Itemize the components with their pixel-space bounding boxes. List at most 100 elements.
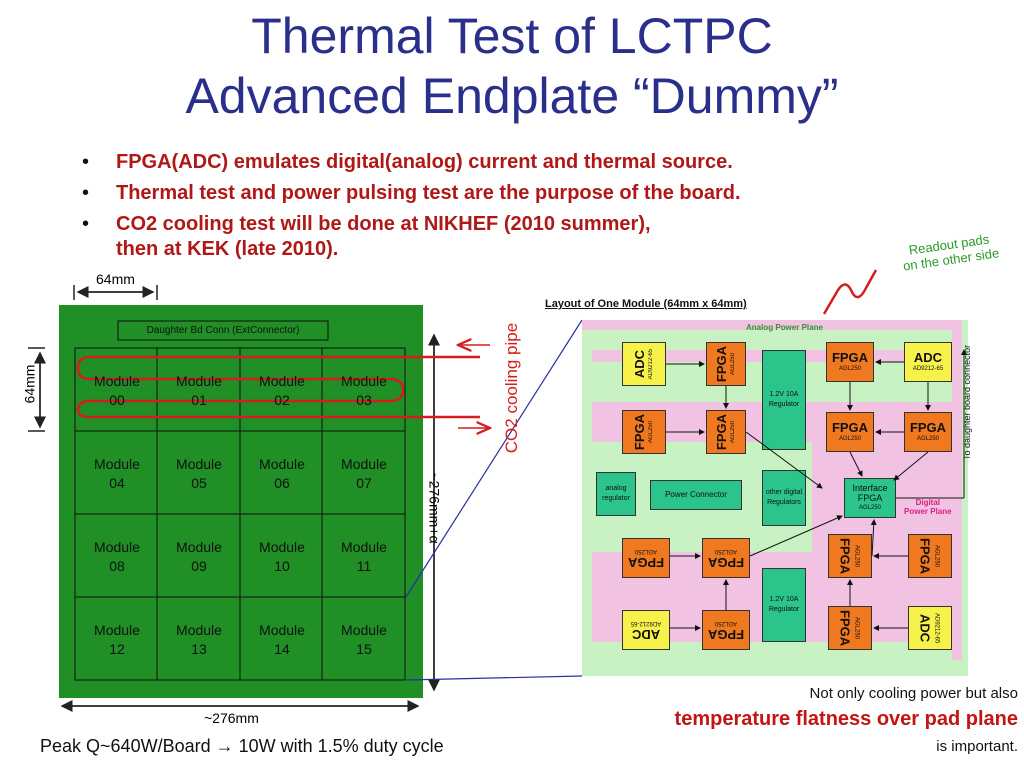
- interface-fpga-line-2: FPGA: [857, 493, 883, 503]
- module-number: 07: [356, 475, 372, 491]
- slide-title: Thermal Test of LCTPC Advanced Endplate …: [0, 6, 1024, 126]
- chip-label: FPGA: [837, 537, 853, 575]
- footer-note-line-1: Not only cooling power but also: [809, 685, 1018, 702]
- chip-label: FPGA: [831, 349, 869, 365]
- co2-pipe-label: CO2 cooling pipe: [502, 322, 521, 454]
- module-number: 10: [274, 558, 290, 574]
- chip-label: ADC: [917, 613, 933, 643]
- module-word: Module: [259, 373, 305, 389]
- module-layout-title: Layout of One Module (64mm x 64mm): [545, 298, 747, 310]
- module-word: Module: [341, 456, 387, 472]
- dimension-arrows: [28, 285, 440, 712]
- board-height-label: 64mm: [21, 364, 38, 404]
- interface-fpga-part: AGL250: [858, 505, 882, 511]
- chip-label: FPGA: [837, 609, 853, 647]
- signal-arrows: [666, 349, 967, 631]
- module-label: Module 08: [77, 538, 157, 576]
- module-layout-panel: Analog Power Plane Digital Power Plane A…: [582, 320, 968, 676]
- module-label: Module 13: [159, 621, 239, 659]
- module-label: Module 04: [77, 455, 157, 493]
- module-word: Module: [259, 622, 305, 638]
- digital-plane-line-1: Digital: [915, 498, 941, 507]
- bullet-list: • FPGA(ADC) emulates digital(analog) cur…: [82, 150, 982, 268]
- module-label: Module 00: [77, 372, 157, 410]
- bullet-dot: •: [82, 151, 90, 173]
- title-line-2: Advanced Endplate “Dummy”: [185, 68, 839, 124]
- other-regulators: other digital Regulators: [762, 470, 806, 526]
- module-label: Module 15: [324, 621, 404, 659]
- module-number: 13: [191, 641, 207, 657]
- bullet-text: FPGA(ADC) emulates digital(analog) curre…: [116, 151, 733, 173]
- daughter-board-connector: [117, 320, 329, 341]
- regulator-block: 1.2V 10A Regulator: [762, 568, 806, 642]
- module-number: 01: [191, 392, 207, 408]
- fpga-chip: FPGA AGL250: [622, 410, 666, 454]
- module-word: Module: [176, 622, 222, 638]
- module-label: Module 11: [324, 538, 404, 576]
- module-number: 12: [109, 641, 125, 657]
- fpga-chip: FPGA AGL250: [706, 342, 746, 386]
- bullet-text-continued: then at KEK (late 2010).: [116, 238, 339, 260]
- module-number: 00: [109, 392, 125, 408]
- adc-chip: ADC AD9212-65: [908, 606, 952, 650]
- chip-part: AGL250: [933, 544, 940, 568]
- bullet-item: • CO2 cooling test will be done at NIKHE…: [82, 212, 982, 262]
- endplate-board: [59, 305, 423, 698]
- zoom-line-bottom: [405, 675, 583, 681]
- module-word: Module: [341, 622, 387, 638]
- zoom-line-top: [405, 319, 583, 598]
- digital-plane-line-2: Power Plane: [904, 507, 952, 516]
- module-word: Module: [94, 622, 140, 638]
- connector-label: Daughter Bd Conn (ExtConnector): [146, 325, 300, 336]
- module-label: Module 09: [159, 538, 239, 576]
- chip-label: FPGA: [831, 419, 869, 435]
- module-number: 09: [191, 558, 207, 574]
- chip-label: FPGA: [917, 537, 933, 575]
- board-total-width-label: ~276mm: [204, 710, 259, 726]
- module-word: Module: [176, 539, 222, 555]
- fpga-chip: FPGA AGL250: [706, 410, 746, 454]
- module-word: Module: [259, 456, 305, 472]
- module-label: Module 12: [77, 621, 157, 659]
- fpga-chip: FPGA AGL250: [828, 534, 872, 578]
- bullet-item: • FPGA(ADC) emulates digital(analog) cur…: [82, 150, 982, 175]
- chip-part: AGL250: [853, 544, 860, 568]
- footer-note-line-3: is important.: [936, 738, 1018, 755]
- bullet-text: Thermal test and power pulsing test are …: [116, 182, 741, 204]
- chip-part: AGL250: [853, 616, 860, 640]
- module-word: Module: [259, 539, 305, 555]
- module-word: Module: [176, 456, 222, 472]
- fpga-chip: FPGA AGL250: [826, 412, 874, 452]
- module-label: Module 02: [242, 372, 322, 410]
- module-label: Module 07: [324, 455, 404, 493]
- regulator-block: 1.2V 10A Regulator: [762, 350, 806, 450]
- bullet-dot: •: [82, 182, 90, 204]
- adc-chip: ADC AD9212-65: [622, 342, 666, 386]
- module-word: Module: [341, 373, 387, 389]
- peak-power-note: Peak Q~640W/Board → 10W with 1.5% duty c…: [40, 736, 444, 756]
- module-label: Module 10: [242, 538, 322, 576]
- module-number: 15: [356, 641, 372, 657]
- digital-plane-label: Digital Power Plane: [904, 498, 952, 516]
- chip-part: AD9212-65: [912, 365, 944, 372]
- fpga-chip: FPGA AGL250: [826, 342, 874, 382]
- module-number: 03: [356, 392, 372, 408]
- module-number: 08: [109, 558, 125, 574]
- adc-chip: ADC AD9212-65: [904, 342, 952, 382]
- bullet-text: CO2 cooling test will be done at NIKHEF …: [116, 213, 651, 235]
- module-label: Module 05: [159, 455, 239, 493]
- module-label: Module 06: [242, 455, 322, 493]
- module-label: Module 01: [159, 372, 239, 410]
- module-number: 14: [274, 641, 290, 657]
- bullet-dot: •: [82, 213, 90, 235]
- module-word: Module: [94, 539, 140, 555]
- board-width-label: 64mm: [96, 271, 135, 287]
- module-word: Module: [341, 539, 387, 555]
- chip-part: AD9212-65: [933, 612, 940, 644]
- module-number: 04: [109, 475, 125, 491]
- chip-label: FPGA: [909, 419, 947, 435]
- module-number: 11: [356, 558, 372, 574]
- module-label: Module 14: [242, 621, 322, 659]
- interface-fpga: Interface FPGA AGL250: [844, 478, 896, 518]
